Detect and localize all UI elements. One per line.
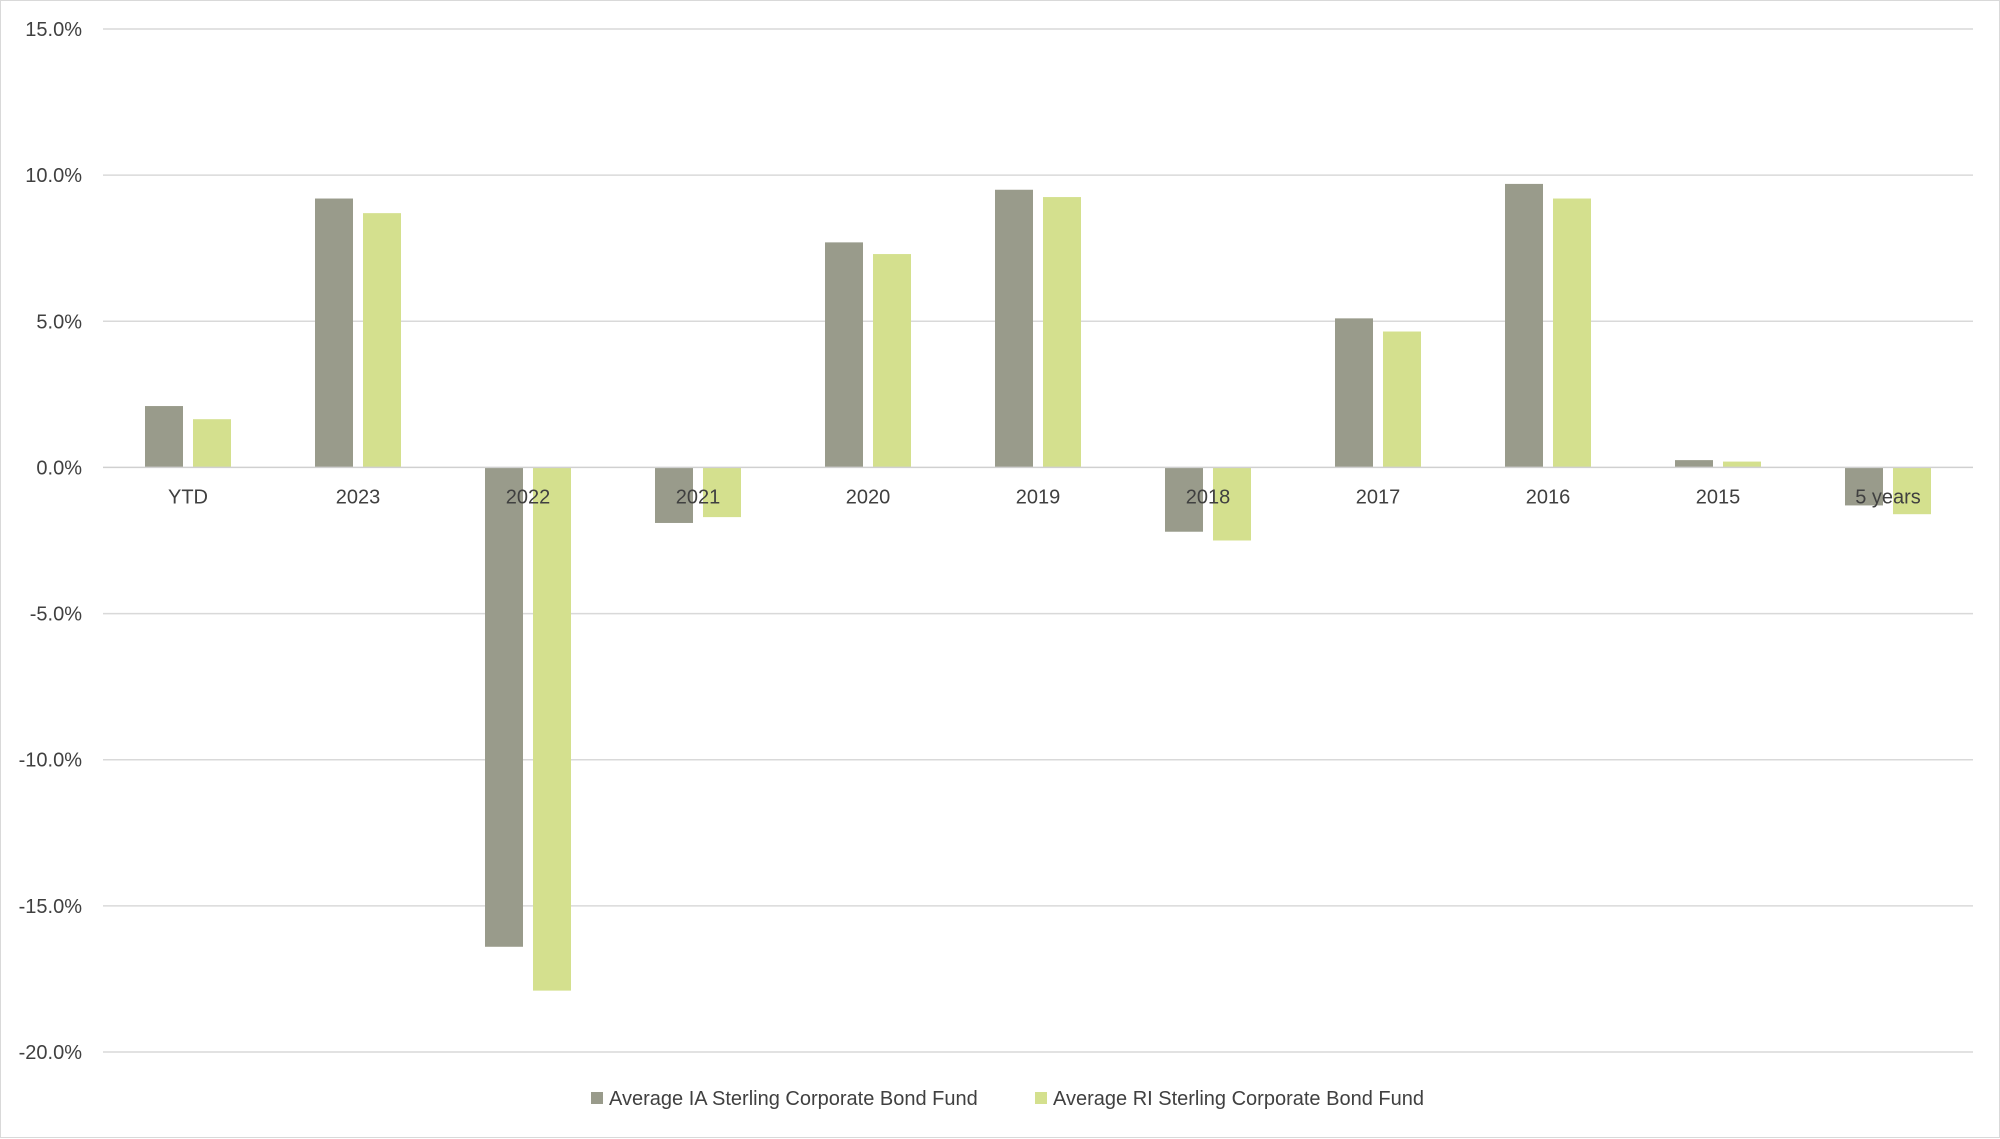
- x-category-label: 2021: [676, 486, 721, 508]
- bar-series-2-ytd: [193, 419, 231, 468]
- legend-item-2: Average RI Sterling Corporate Bond Fund: [1035, 1088, 1424, 1110]
- bar-series-1-2021: [655, 467, 693, 523]
- bar-series-1-2016: [1505, 183, 1543, 468]
- bar-series-2-2022: [533, 467, 571, 991]
- bar-series-1-2022: [485, 467, 523, 947]
- legend-swatch: [591, 1092, 603, 1104]
- bar-series-2-2019: [1043, 197, 1081, 468]
- x-category-label: 2018: [1186, 486, 1231, 508]
- y-tick-label: 10.0%: [25, 165, 82, 187]
- bar-series-2-2018: [1213, 467, 1251, 541]
- bar-series-1-ytd: [145, 406, 183, 468]
- x-category-label: 2015: [1696, 486, 1741, 508]
- legend: Average IA Sterling Corporate Bond Fund A…: [591, 1088, 1424, 1110]
- x-category-label: YTD: [168, 486, 208, 508]
- x-category-label: 2019: [1016, 486, 1061, 508]
- x-category-label: 2020: [846, 486, 891, 508]
- bar-series-2-2023: [363, 213, 401, 468]
- x-category-label: 2022: [506, 486, 551, 508]
- bar-series-2-2020: [873, 254, 911, 468]
- x-category-label: 2017: [1356, 486, 1401, 508]
- bar-series-1-2018: [1165, 467, 1203, 532]
- y-axis-tick-labels: 15.0% 10.0% 5.0% 0.0% -5.0% -10.0% -15.0% -20.0…: [19, 19, 83, 1064]
- y-tick-label: 0.0%: [36, 457, 82, 479]
- legend-item-1: Average IA Sterling Corporate Bond Fund: [591, 1088, 978, 1110]
- bar-series-1-2015: [1675, 460, 1713, 468]
- bars: [145, 183, 1931, 991]
- bar-series-1-2017: [1335, 318, 1373, 468]
- y-tick-label: -20.0%: [19, 1042, 83, 1064]
- bar-series-1-2020: [825, 242, 863, 468]
- bar-series-1-2023: [315, 198, 353, 468]
- bar-series-2-2021: [703, 467, 741, 518]
- bar-series-1-2019: [995, 189, 1033, 468]
- x-axis-category-labels: YTD 2023 2022 2021 2020 2019 2018 2017 2016 2015 5…: [168, 486, 1921, 508]
- gridlines: [103, 28, 1973, 1053]
- bar-series-2-2017: [1383, 331, 1421, 468]
- y-tick-label: -15.0%: [19, 896, 83, 918]
- legend-swatch: [1035, 1092, 1047, 1104]
- x-category-label: 2023: [336, 486, 381, 508]
- bar-series-2-2016: [1553, 198, 1591, 468]
- y-tick-label: -5.0%: [30, 604, 82, 626]
- legend-label: Average IA Sterling Corporate Bond Fund: [609, 1088, 978, 1110]
- bar-series-1-5-years: [1845, 467, 1883, 506]
- x-category-label: 5 years: [1855, 486, 1921, 508]
- y-tick-label: -10.0%: [19, 750, 83, 772]
- y-tick-label: 5.0%: [36, 311, 82, 333]
- legend-label: Average RI Sterling Corporate Bond Fund: [1053, 1088, 1424, 1110]
- y-tick-label: 15.0%: [25, 19, 82, 41]
- x-category-label: 2016: [1526, 486, 1571, 508]
- bar-series-2-2015: [1723, 461, 1761, 468]
- bar-series-2-5-years: [1893, 467, 1931, 515]
